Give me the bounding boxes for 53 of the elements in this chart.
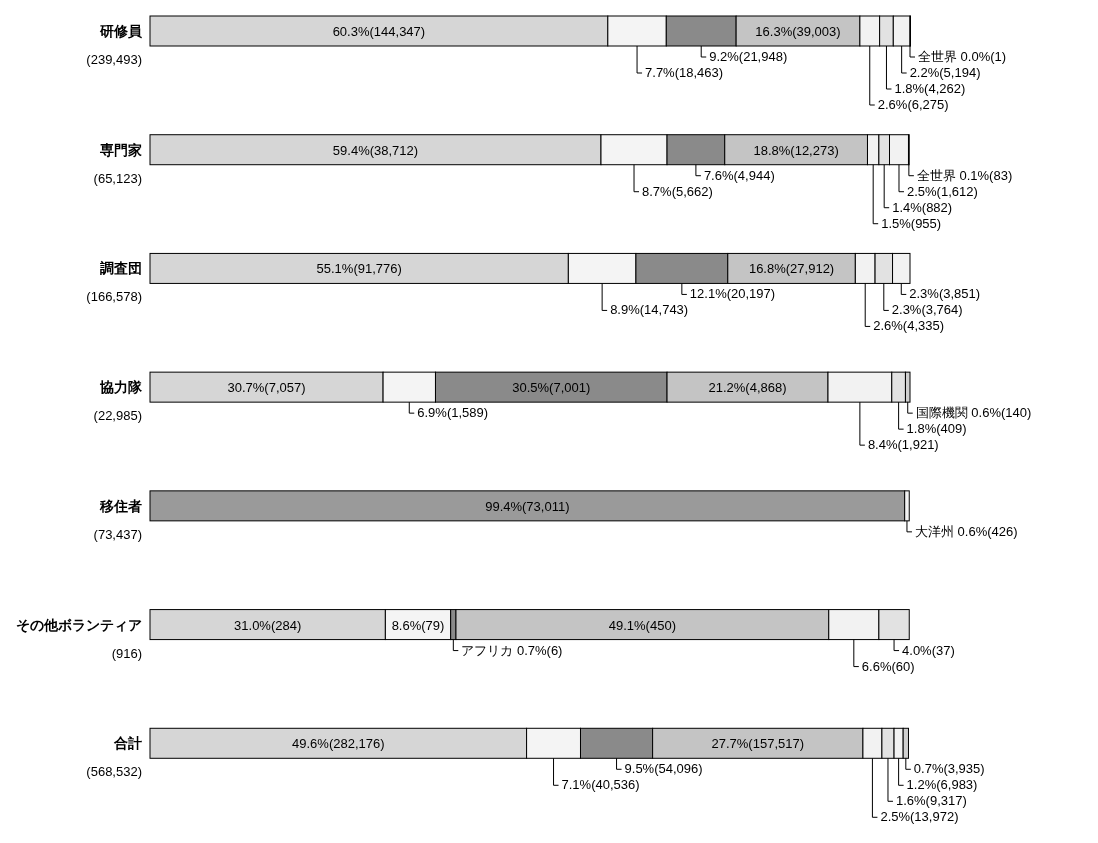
data-label: 30.5%(7,001) — [512, 380, 591, 396]
data-label: 7.6%(4,944) — [703, 167, 775, 183]
data-label: 2.3%(3,764) — [891, 302, 963, 318]
data-label: 1.8%(4,262) — [894, 81, 966, 96]
data-label: 27.7%(157,517) — [711, 736, 805, 752]
y-tick-label: 研修員 (239,493) — [86, 23, 143, 67]
data-label: 8.7%(5,662) — [642, 183, 713, 199]
data-label: 9.2%(21,948) — [709, 49, 788, 64]
data-label: 0.7%(3,935) — [913, 761, 985, 777]
data-label: 2.6%(6,275) — [877, 97, 949, 112]
data-label: 2.2%(5,194) — [909, 65, 981, 80]
y-tick-label: 専門家 (65,123) — [93, 141, 142, 186]
data-label: 7.7%(18,463) — [645, 65, 724, 80]
data-label: 49.6%(282,176) — [292, 736, 385, 752]
data-label: 31.0%(284) — [234, 617, 302, 633]
y-tick-label: 移住者 (73,437) — [93, 497, 142, 542]
data-label: 7.1%(40,536) — [561, 777, 640, 793]
data-label: 1.8%(409) — [906, 421, 967, 437]
data-label: 21.2%(4,868) — [708, 380, 787, 396]
y-tick-label: 調査団 (166,578) — [86, 260, 142, 305]
data-label: 12.1%(20,197) — [689, 286, 776, 302]
data-label: 60.3%(144,347) — [332, 24, 426, 39]
data-label: 2.5%(1,612) — [906, 183, 978, 199]
data-label: 全世界 0.0%(1) — [918, 49, 1007, 64]
data-label: 1.6%(9,317) — [895, 793, 967, 809]
data-label: 16.8%(27,912) — [748, 261, 835, 277]
data-label: 全世界 0.1%(83) — [916, 167, 1013, 183]
data-label: 99.4%(73,011) — [485, 498, 570, 514]
data-label: 55.1%(91,776) — [316, 261, 402, 277]
data-label: 国際機関 0.6%(140) — [915, 405, 1032, 421]
data-label: 1.4%(882) — [892, 199, 953, 215]
data-label: 9.5%(54,096) — [624, 761, 703, 777]
data-label: 49.1%(450) — [608, 617, 676, 633]
y-tick-label: 協力隊 (22,985) — [93, 379, 143, 424]
data-label: アフリカ 0.7%(6) — [461, 642, 563, 658]
y-tick-label: 合計 (568,532) — [86, 735, 142, 780]
data-label: 4.0%(37) — [902, 642, 955, 658]
data-label: 30.7%(7,057) — [227, 380, 306, 396]
data-label: 2.5%(13,972) — [880, 809, 959, 825]
data-label: 2.3%(3,851) — [909, 286, 981, 302]
data-label: 8.6%(79) — [391, 617, 445, 633]
data-label: 2.6%(4,335) — [873, 318, 945, 334]
data-label: 8.4%(1,921) — [867, 437, 939, 453]
data-label: 1.5%(955) — [881, 215, 942, 231]
data-label: 6.9%(1,589) — [417, 405, 489, 421]
data-label: 大洋州 0.6%(426) — [914, 523, 1018, 539]
data-label: 6.6%(60) — [861, 658, 915, 674]
data-label: 18.8%(12,273) — [753, 142, 839, 158]
data-label: 16.3%(39,003) — [755, 24, 841, 39]
data-label: 1.2%(6,983) — [906, 777, 978, 793]
data-label: 59.4%(38,712) — [332, 142, 419, 158]
y-tick-label: その他ボランティア (916) — [16, 616, 142, 661]
data-label: 8.9%(14,743) — [610, 302, 689, 318]
